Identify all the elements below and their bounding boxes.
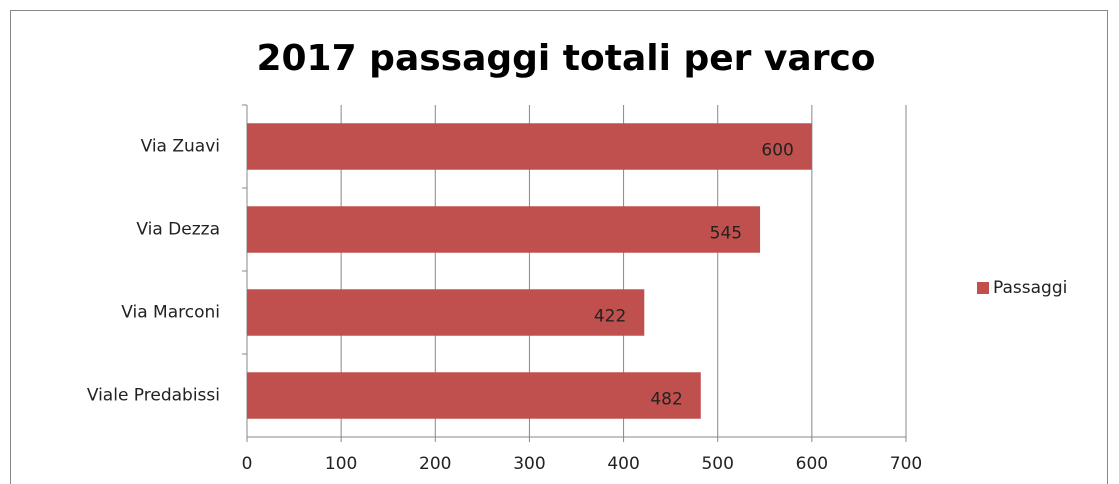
y-tick-label: Viale Predabissi <box>87 386 220 406</box>
bar <box>247 289 645 336</box>
x-tick-label: 700 <box>890 454 922 474</box>
x-tick-label: 500 <box>701 454 733 474</box>
y-tick-label: Via Marconi <box>121 303 220 323</box>
y-tick-label: Via Zuavi <box>141 137 220 157</box>
y-tick-label: Via Dezza <box>136 220 220 240</box>
bar <box>247 123 812 170</box>
bar <box>247 206 761 253</box>
x-tick-label: 300 <box>513 454 545 474</box>
x-tick-label: 400 <box>607 454 639 474</box>
legend-swatch <box>977 282 989 294</box>
chart-title: 2017 passaggi totali per varco <box>256 38 875 79</box>
data-label: 482 <box>650 390 682 410</box>
x-tick-label: 0 <box>242 454 253 474</box>
data-label: 545 <box>710 224 742 244</box>
x-tick-label: 200 <box>419 454 451 474</box>
bar <box>247 372 701 419</box>
x-tick-label: 600 <box>796 454 828 474</box>
x-tick-label: 100 <box>325 454 357 474</box>
data-label: 600 <box>761 141 793 161</box>
legend-label: Passaggi <box>993 278 1067 298</box>
data-label: 422 <box>594 307 626 327</box>
